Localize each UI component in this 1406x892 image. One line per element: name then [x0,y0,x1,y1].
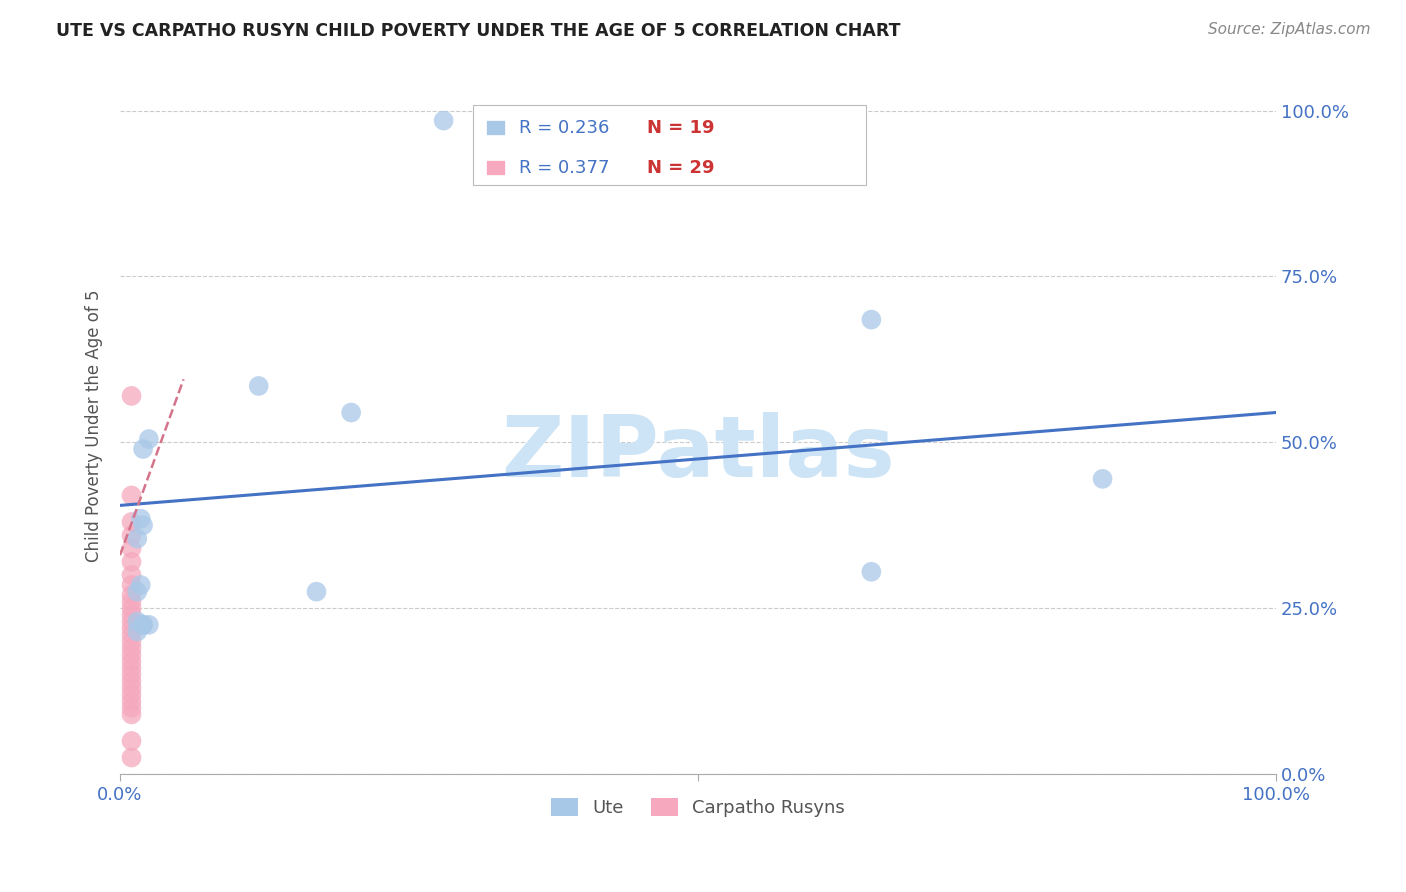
Point [121,541,143,556]
Point [121,694,143,708]
Point [132,518,155,533]
Text: R = 0.236: R = 0.236 [519,119,610,136]
Point [121,607,143,622]
Point [129,578,152,592]
Point [132,617,155,632]
Point [121,661,143,675]
Point [121,641,143,656]
Legend: Ute, Carpatho Rusyns: Ute, Carpatho Rusyns [544,790,852,824]
Point [121,654,143,668]
Point [121,688,143,702]
Point [860,565,883,579]
Point [121,707,143,722]
Point [121,528,143,542]
Point [121,734,143,748]
Point [127,532,149,546]
Text: ZIPatlas: ZIPatlas [501,412,894,495]
Point [305,584,328,599]
Point [121,555,143,569]
Text: R = 0.377: R = 0.377 [519,159,610,177]
Point [127,584,149,599]
Point [121,634,143,648]
Point [121,700,143,714]
Point [121,681,143,695]
Point [121,615,143,629]
Point [121,621,143,635]
Text: Source: ZipAtlas.com: Source: ZipAtlas.com [1208,22,1371,37]
Point [121,601,143,615]
Point [121,667,143,681]
Point [121,578,143,592]
Point [121,568,143,582]
Point [121,594,143,608]
Point [1091,472,1114,486]
Point [127,615,149,629]
Point [121,674,143,689]
FancyBboxPatch shape [486,120,506,136]
Point [138,617,160,632]
Text: N = 19: N = 19 [647,119,714,136]
Point [121,628,143,642]
Point [860,312,883,326]
Point [121,515,143,529]
Point [247,379,270,393]
Point [340,405,363,419]
Point [121,750,143,764]
FancyBboxPatch shape [472,105,866,186]
Point [121,389,143,403]
FancyBboxPatch shape [486,161,506,176]
Point [433,113,456,128]
Text: UTE VS CARPATHO RUSYN CHILD POVERTY UNDER THE AGE OF 5 CORRELATION CHART: UTE VS CARPATHO RUSYN CHILD POVERTY UNDE… [56,22,901,40]
Point [138,432,160,446]
Point [121,588,143,602]
Point [129,511,152,525]
Point [121,488,143,502]
Point [127,624,149,639]
Text: N = 29: N = 29 [647,159,714,177]
Point [121,648,143,662]
Point [132,442,155,456]
Point [132,617,155,632]
Y-axis label: Child Poverty Under the Age of 5: Child Poverty Under the Age of 5 [86,290,103,562]
